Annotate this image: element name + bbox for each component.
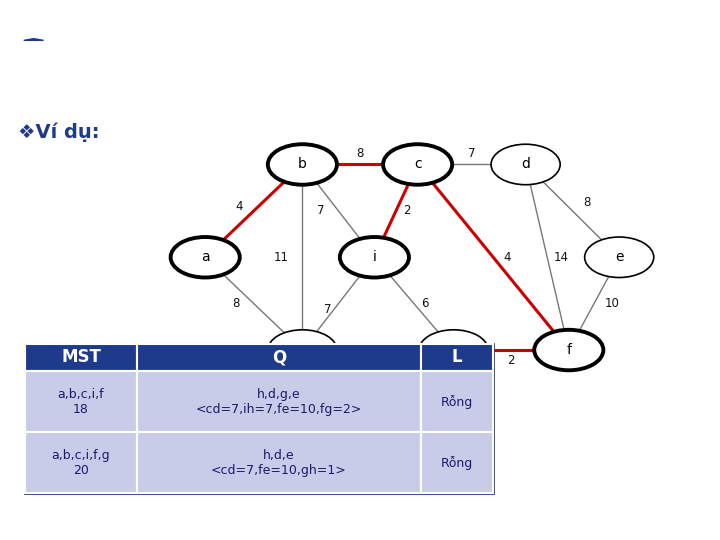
- Text: a: a: [201, 250, 210, 264]
- Bar: [25, 344, 137, 371]
- Text: 8: 8: [356, 147, 364, 160]
- Text: 8: 8: [583, 196, 590, 209]
- Text: h,d,g,e
<cd=7,ih=7,fe=10,fg=2>: h,d,g,e <cd=7,ih=7,fe=10,fg=2>: [196, 388, 362, 416]
- Text: h: h: [298, 343, 307, 357]
- Text: 7: 7: [324, 303, 331, 316]
- Bar: [25, 433, 137, 494]
- Text: b: b: [298, 158, 307, 172]
- Text: 11: 11: [274, 251, 288, 264]
- Bar: [137, 433, 421, 494]
- Text: 7: 7: [468, 147, 475, 160]
- Circle shape: [534, 330, 603, 370]
- Text: 10: 10: [605, 297, 619, 310]
- Text: 4: 4: [235, 200, 243, 213]
- Polygon shape: [32, 38, 71, 43]
- Text: Q: Q: [272, 348, 286, 367]
- Text: f: f: [567, 343, 571, 357]
- Circle shape: [171, 237, 240, 278]
- Bar: [421, 433, 493, 494]
- Text: 2: 2: [403, 204, 410, 218]
- Circle shape: [383, 144, 452, 185]
- Text: 7: 7: [317, 204, 324, 218]
- Bar: [25, 344, 493, 494]
- Bar: [25, 371, 137, 433]
- Text: c: c: [414, 158, 421, 172]
- Text: 4: 4: [504, 251, 511, 264]
- Bar: [137, 344, 421, 371]
- Circle shape: [340, 237, 409, 278]
- Circle shape: [268, 330, 337, 370]
- Circle shape: [419, 330, 488, 370]
- Circle shape: [491, 144, 560, 185]
- Text: 1: 1: [374, 354, 382, 367]
- Text: UNIVERSITY: UNIVERSITY: [25, 43, 62, 48]
- Text: Thuật toán Dijkstra-Prim: Thuật toán Dijkstra-Prim: [195, 22, 640, 55]
- Text: L: L: [452, 348, 462, 367]
- Text: HOA SEN: HOA SEN: [24, 41, 63, 50]
- Text: Rỗng: Rỗng: [441, 456, 473, 470]
- Bar: [421, 371, 493, 433]
- Text: 2: 2: [508, 354, 515, 367]
- Polygon shape: [24, 39, 44, 40]
- Bar: [137, 371, 421, 433]
- Text: MST: MST: [61, 348, 101, 367]
- Text: 14: 14: [554, 251, 569, 264]
- Text: 8: 8: [232, 297, 240, 310]
- Bar: [421, 344, 493, 371]
- Text: g: g: [449, 343, 458, 357]
- Text: d: d: [521, 158, 530, 172]
- Text: a,b,c,i,f
18: a,b,c,i,f 18: [58, 388, 104, 416]
- Circle shape: [268, 144, 337, 185]
- Text: a,b,c,i,f,g
20: a,b,c,i,f,g 20: [52, 449, 110, 477]
- Text: i: i: [372, 250, 377, 264]
- Text: 6: 6: [421, 297, 428, 310]
- Text: ❖Ví dụ:: ❖Ví dụ:: [18, 122, 99, 142]
- Text: h,d,e
<cd=7,fe=10,gh=1>: h,d,e <cd=7,fe=10,gh=1>: [211, 449, 347, 477]
- Text: Rỗng: Rỗng: [441, 395, 473, 409]
- Polygon shape: [16, 38, 55, 43]
- Circle shape: [585, 237, 654, 278]
- Text: e: e: [615, 250, 624, 264]
